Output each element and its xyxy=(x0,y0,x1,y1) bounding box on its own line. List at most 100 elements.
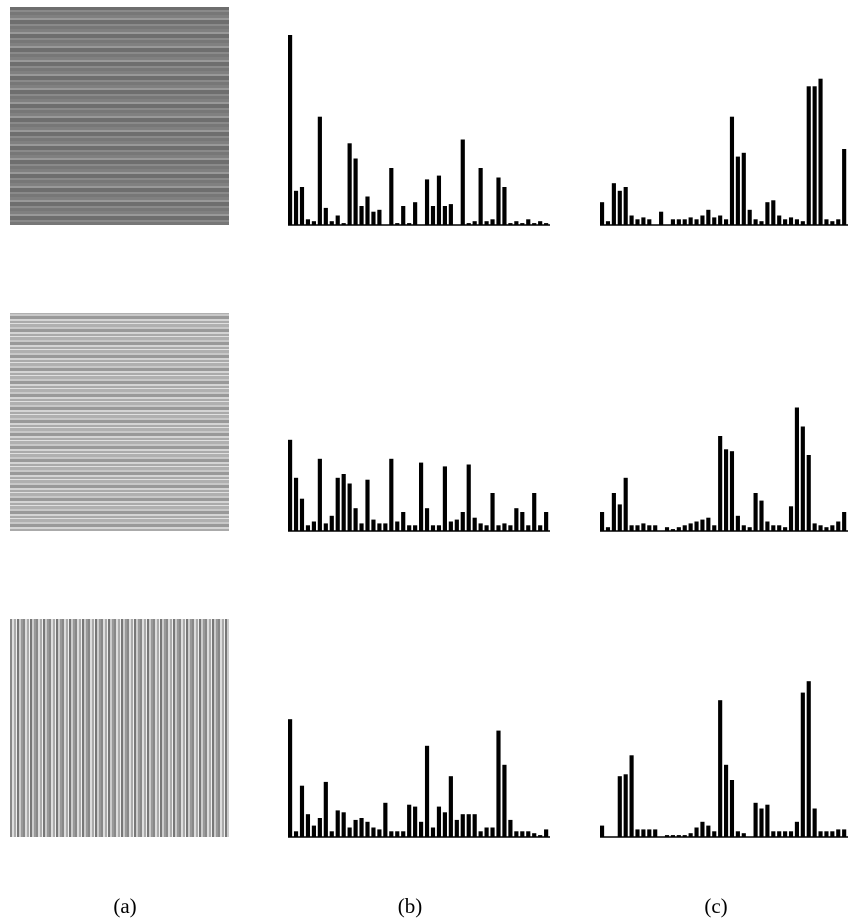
histogram-bar xyxy=(712,217,717,225)
histogram-bar xyxy=(806,455,811,531)
histogram-bar xyxy=(323,207,328,225)
histogram-bar xyxy=(341,474,346,531)
histogram-bar xyxy=(538,221,543,225)
histogram-bar xyxy=(323,781,328,837)
histogram-bar xyxy=(430,206,436,225)
histogram-bar xyxy=(526,219,531,225)
histogram-bar xyxy=(347,143,352,225)
histogram-bar xyxy=(706,517,711,531)
histogram-bar xyxy=(735,831,740,837)
histogram-bar xyxy=(600,202,605,225)
histogram-bar xyxy=(670,219,675,225)
histogram-bar xyxy=(401,206,406,225)
histogram-bar xyxy=(341,223,346,225)
histogram-bar xyxy=(670,835,675,837)
histogram-bar xyxy=(526,831,531,837)
histogram-bar xyxy=(635,525,640,531)
histogram-bar xyxy=(526,525,531,531)
histogram-bar xyxy=(395,521,400,531)
histogram-bar xyxy=(842,829,847,837)
histogram-bar xyxy=(830,525,835,531)
histogram-bar xyxy=(718,700,723,837)
histogram-bar xyxy=(800,426,805,531)
histogram-bar xyxy=(830,221,835,225)
histogram-bar xyxy=(783,527,788,531)
texture-image xyxy=(10,619,229,837)
histogram-bar xyxy=(299,498,305,531)
histogram-bar xyxy=(502,187,507,225)
histogram-bar xyxy=(700,821,705,837)
texture-image xyxy=(10,313,229,531)
histogram-bar xyxy=(788,217,794,225)
histogram-bar xyxy=(824,527,829,531)
histogram-bar xyxy=(508,525,513,531)
histogram-bar xyxy=(735,156,740,225)
histogram-bar xyxy=(442,466,447,531)
histogram-bar xyxy=(335,477,340,531)
histogram-bar xyxy=(824,219,829,225)
histogram-bar xyxy=(365,196,370,225)
histogram-bar xyxy=(436,806,442,837)
histogram-bar xyxy=(712,525,717,531)
histogram-bar xyxy=(765,521,770,531)
histogram-bar xyxy=(806,86,811,225)
histogram-bar xyxy=(520,223,525,225)
histogram-bar xyxy=(407,525,412,531)
histogram-bar xyxy=(520,831,525,837)
histogram-bar xyxy=(430,525,436,531)
histogram-bar xyxy=(377,829,382,837)
histogram-bar xyxy=(694,521,699,531)
histogram-bar xyxy=(335,215,340,225)
histogram-bar xyxy=(771,200,776,225)
histogram-bar xyxy=(317,818,322,837)
histogram-bar xyxy=(777,525,782,531)
histogram-bar xyxy=(718,215,723,225)
histogram-bar xyxy=(788,506,794,531)
histogram-bar xyxy=(317,116,322,225)
histogram-bar xyxy=(383,802,388,837)
histogram-bar xyxy=(430,827,436,837)
histogram-bar xyxy=(508,819,513,837)
histogram-bar xyxy=(753,219,758,225)
histogram-bar xyxy=(706,209,711,225)
histogram-bar xyxy=(424,745,430,837)
histogram-bar xyxy=(472,517,477,531)
histogram-bar xyxy=(653,525,658,531)
histogram-bar xyxy=(641,523,646,531)
histogram-bar xyxy=(532,223,537,225)
histogram-bar xyxy=(502,523,507,531)
histogram-bar xyxy=(288,35,293,225)
histogram-bar xyxy=(490,827,495,837)
histogram-bar xyxy=(629,215,634,225)
histogram-bar xyxy=(365,821,370,837)
histogram-bar xyxy=(836,829,841,837)
histogram-bar xyxy=(478,831,483,837)
histogram-bar xyxy=(466,223,471,225)
histogram-bar xyxy=(806,681,811,837)
histogram-bar xyxy=(682,525,687,531)
histogram-bar xyxy=(747,527,752,531)
histogram-bar xyxy=(706,825,711,837)
histogram-bar xyxy=(460,139,465,225)
histogram-bar xyxy=(842,512,847,531)
histogram-bar xyxy=(466,814,471,837)
histogram-bar xyxy=(676,527,681,531)
histogram-bar xyxy=(288,719,293,837)
histogram-bar xyxy=(617,776,622,837)
histogram-bar xyxy=(794,407,799,531)
histogram-bar xyxy=(747,209,752,225)
histogram-bar xyxy=(771,831,776,837)
histogram-bar xyxy=(653,829,658,837)
histogram-bar xyxy=(538,525,543,531)
histogram-bar xyxy=(682,219,687,225)
histogram-bar xyxy=(741,525,746,531)
histogram-bar xyxy=(299,187,305,225)
histogram-bar xyxy=(617,190,622,225)
histogram-bar xyxy=(700,519,705,531)
histogram-bar xyxy=(359,818,364,837)
histogram-bar xyxy=(472,814,477,837)
histogram-bar xyxy=(647,829,652,837)
histogram-bar xyxy=(407,223,412,225)
histogram-bar xyxy=(729,780,735,837)
caption: (b) xyxy=(397,894,423,918)
